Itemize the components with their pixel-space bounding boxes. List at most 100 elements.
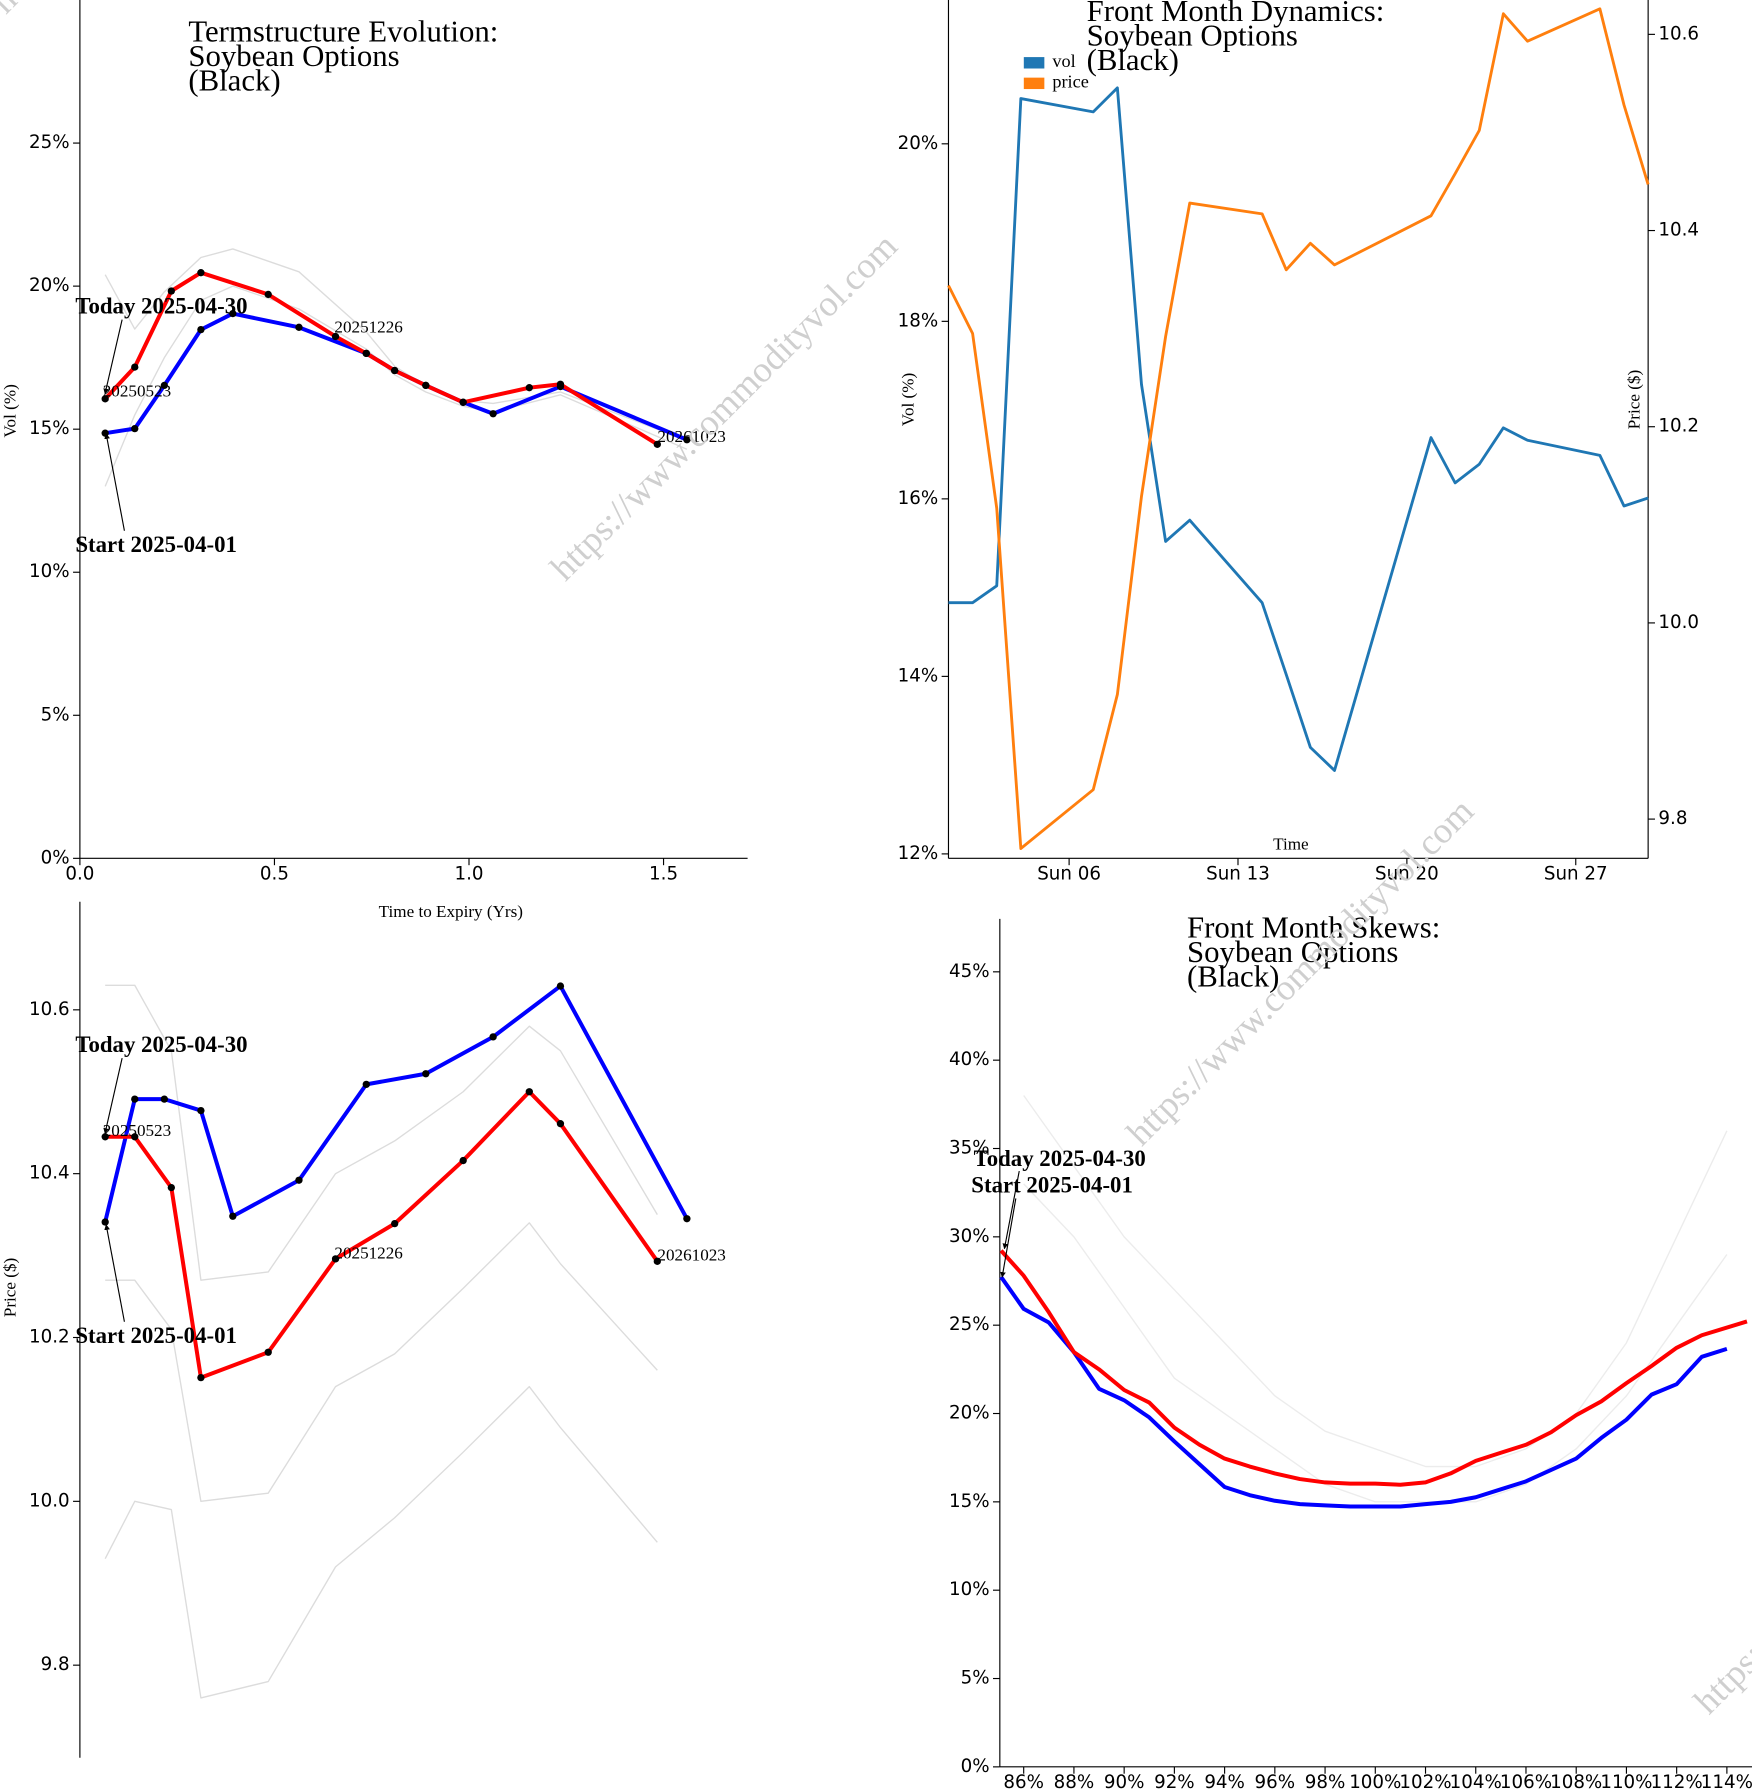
point <box>197 269 205 277</box>
y-tick-label: 10.2 <box>29 1327 70 1348</box>
annotation: 20250523 <box>103 382 171 401</box>
background-line <box>1023 1095 1728 1468</box>
y-tick-label: 18% <box>898 310 939 331</box>
y2-tick-label: 10.2 <box>1658 416 1699 437</box>
chart-title: Soybean Options <box>188 39 399 73</box>
x-tick-label: 1.0 <box>454 863 483 884</box>
y-tick-label: 16% <box>898 488 939 509</box>
annotation-arrow <box>103 319 123 395</box>
point <box>391 366 399 375</box>
x-tick-label: 112% <box>1651 1772 1703 1792</box>
point <box>362 1080 370 1089</box>
x-tick-label: 106% <box>1500 1772 1552 1792</box>
y2-tick-label: 10.0 <box>1658 612 1699 633</box>
point <box>197 1373 205 1382</box>
background-line <box>105 1222 658 1503</box>
y-tick-label: 0% <box>961 1756 990 1777</box>
point <box>101 395 109 403</box>
y-tick-label: 15% <box>29 418 70 439</box>
point <box>525 384 533 392</box>
background-line <box>104 1385 658 1699</box>
y-tick-label: 45% <box>949 961 990 982</box>
y-tick-label: 10.6 <box>29 999 70 1020</box>
background-line <box>105 984 658 1281</box>
chart-title: Termstructure Evolution: <box>188 14 498 48</box>
y-tick-label: 20% <box>949 1403 990 1424</box>
annotation-arrow <box>1002 1170 1020 1250</box>
point <box>264 290 272 299</box>
point <box>295 323 303 331</box>
annotation-arrow <box>103 1057 123 1134</box>
x-tick-label: Sun 27 <box>1544 863 1608 884</box>
point <box>295 1176 303 1184</box>
point <box>489 1033 497 1041</box>
annotation: 20251226 <box>334 318 403 337</box>
x-tick-label: 110% <box>1600 1772 1652 1792</box>
point <box>229 309 237 318</box>
point <box>362 349 370 358</box>
point <box>459 398 467 406</box>
x-tick-label: 92% <box>1154 1772 1195 1792</box>
y-tick-label: 10.4 <box>29 1163 70 1184</box>
point <box>131 363 139 371</box>
annotation: Today 2025-04-30 <box>974 1146 1146 1171</box>
chart-title: (Black) <box>1087 43 1179 77</box>
x-tick-label: 88% <box>1054 1772 1095 1792</box>
x-tick-label: 102% <box>1399 1772 1451 1792</box>
y-axis-label: Vol (%) <box>899 373 918 426</box>
annotation: 20261023 <box>657 1246 725 1265</box>
point <box>131 424 139 433</box>
point <box>331 1255 340 1263</box>
point <box>197 1106 205 1115</box>
legend-swatch <box>1023 77 1045 90</box>
y2-tick-label: 10.6 <box>1658 23 1699 44</box>
y-tick-label: 25% <box>949 1314 990 1335</box>
watermark: https://www.commodityvol.com <box>1686 1358 1752 1721</box>
legend-swatch <box>1023 57 1045 69</box>
legend-label: vol <box>1052 51 1075 71</box>
point <box>101 1218 109 1226</box>
annotation: Today 2025-04-30 <box>75 293 247 318</box>
x-tick-label: Sun 06 <box>1037 863 1101 884</box>
annotation: Start 2025-04-01 <box>75 532 237 557</box>
point <box>101 429 109 437</box>
y-tick-label: 35% <box>949 1138 990 1159</box>
x-tick-label: 104% <box>1450 1772 1502 1792</box>
point <box>131 1095 139 1103</box>
chart-title: (Black) <box>188 63 280 97</box>
chart-title: Front Month Skews: <box>1187 910 1440 944</box>
y-tick-label: 10% <box>29 561 70 582</box>
y-tick-label: 25% <box>29 132 70 153</box>
y-tick-label: 12% <box>898 843 939 864</box>
series-line <box>103 984 689 1223</box>
y2-tick-label: 9.8 <box>1658 808 1687 829</box>
point <box>391 1219 399 1228</box>
y-tick-label: 5% <box>961 1668 990 1689</box>
point <box>556 1120 565 1128</box>
y-axis-label: Vol (%) <box>0 384 19 437</box>
x-tick-label: 98% <box>1305 1772 1346 1792</box>
y-tick-label: 20% <box>898 133 939 154</box>
x-tick-label: 0.0 <box>65 863 94 884</box>
series-line <box>999 1275 1728 1509</box>
annotation-arrow <box>1000 1198 1017 1278</box>
chart-title: Soybean Options <box>1187 935 1398 969</box>
annotation: 20261023 <box>657 427 725 446</box>
x-tick-label: 0.5 <box>260 863 289 884</box>
point <box>197 325 205 334</box>
x-tick-label: Sun 13 <box>1206 863 1270 884</box>
chart-title: Front Month Dynamics: <box>1087 0 1385 28</box>
point <box>131 1133 139 1141</box>
y-tick-label: 15% <box>949 1491 990 1512</box>
y-axis-label: Price ($) <box>0 1258 19 1317</box>
annotation-arrow <box>104 433 125 531</box>
annotation: 20251226 <box>334 1243 403 1262</box>
background-line <box>104 248 688 442</box>
y2-axis-label: Price ($) <box>1625 370 1644 429</box>
annotation: Today 2025-04-30 <box>75 1032 247 1057</box>
y-tick-label: 40% <box>949 1049 990 1070</box>
y-tick-label: 0% <box>41 847 70 868</box>
point <box>683 1215 691 1223</box>
